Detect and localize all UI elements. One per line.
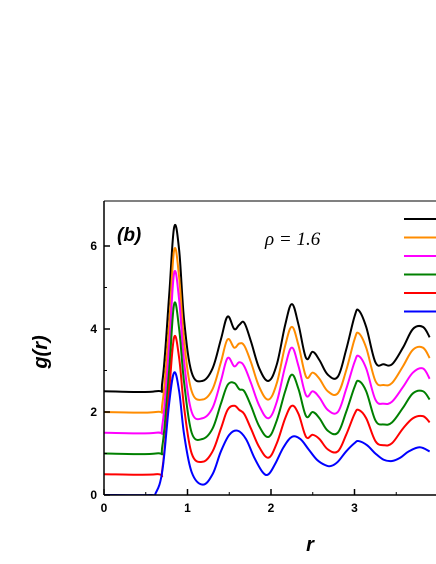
series-line-4: [104, 334, 431, 478]
y-tick-label-1: 2: [90, 405, 97, 419]
panel-label: (b): [117, 225, 141, 246]
series-line-1: [104, 247, 431, 414]
x-tick-label-2: 2: [268, 501, 275, 515]
density-annotation: ρ = 1.6: [264, 229, 321, 250]
plot-frame: [103, 200, 436, 496]
x-axis-title: r: [306, 534, 315, 556]
x-tick-label-0: 0: [101, 501, 108, 515]
legend: [404, 218, 436, 313]
y-tick-label-2: 4: [90, 322, 97, 336]
y-axis: 0 2 4 6: [90, 239, 110, 502]
series-line-3: [104, 301, 431, 456]
series-line-0: [104, 224, 431, 394]
y-tick-label-0: 0: [90, 488, 97, 502]
y-tick-label-3: 6: [90, 239, 97, 253]
x-tick-label-3: 3: [351, 501, 358, 515]
series-line-2: [104, 270, 431, 435]
y-axis-title: g(r): [30, 335, 52, 370]
x-tick-label-1: 1: [184, 501, 191, 515]
series-layer: [104, 224, 431, 495]
x-axis: 0 1 2 3: [101, 489, 397, 515]
series-line-5: [104, 371, 431, 495]
